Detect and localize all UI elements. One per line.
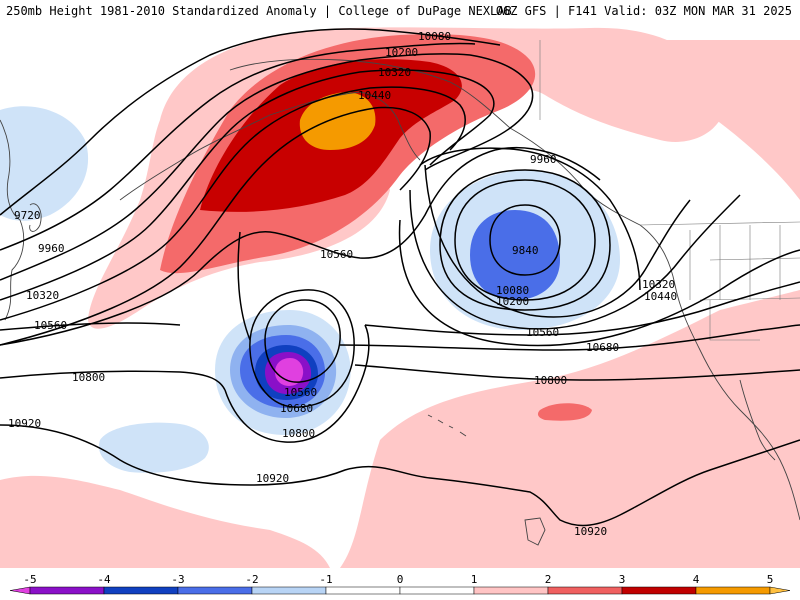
anomaly-pos2-blob [537, 403, 592, 421]
contour-label: 10080 [418, 30, 451, 43]
colorbar-segment [177, 586, 253, 595]
colorbar-arrow-left [9, 586, 31, 595]
anomaly-pos1-right [560, 40, 800, 200]
contour-label: 10560 [284, 386, 317, 399]
contour-9960-east [419, 147, 641, 291]
contour-label: 9960 [38, 242, 65, 255]
coastline-asia [0, 119, 42, 321]
colorbar-tick-labels: -5 -4 -3 -2 -1 0 1 2 3 4 5 [23, 573, 773, 586]
contour-label: 10320 [642, 278, 675, 291]
contour-10200-north [0, 69, 495, 301]
contour-10560-east [364, 281, 800, 336]
contour-label: 10920 [8, 417, 41, 430]
contour-label: 10680 [280, 402, 313, 415]
colorbar-segment [547, 586, 623, 595]
colorbar-tick-label: -4 [97, 573, 111, 586]
contour-label: 10560 [526, 326, 559, 339]
contour-label: 10920 [256, 472, 289, 485]
colorbar-tick-label: 0 [397, 573, 404, 586]
colorbar-segment [473, 586, 549, 595]
colorbar-segment [399, 586, 475, 595]
contour-label: 10800 [282, 427, 315, 440]
contour-9840 [489, 204, 561, 276]
contour-10680 [0, 322, 800, 351]
border-states [689, 225, 781, 341]
contour-label: 10560 [320, 248, 353, 261]
contour-label: 10200 [496, 295, 529, 308]
coastline-baja [739, 379, 776, 461]
map-title: 250mb Height 1981-2010 Standardized Anom… [6, 4, 512, 18]
colorbar-segment [621, 586, 697, 595]
contour-10920 [0, 424, 800, 527]
contour-label: 10440 [644, 290, 677, 303]
contour-low-10800 [224, 324, 370, 443]
contour-10080-ring [439, 169, 611, 311]
contour-10200-east [424, 164, 691, 318]
contour-label: 10560 [34, 319, 67, 332]
contour-label: 10320 [26, 289, 59, 302]
coastline-hawaii [427, 414, 467, 437]
colorbar-segments [9, 586, 791, 595]
contour-low-10560 [264, 299, 341, 383]
contour-label: 10200 [385, 46, 418, 59]
anomaly-map: 10080 10200 10320 10440 9960 9840 10080 … [0, 22, 800, 568]
run-info: 06Z GFS | F141 Valid: 03Z MON MAR 31 202… [495, 4, 792, 18]
coastline-na-west [584, 189, 800, 521]
contour-label: 10080 [496, 284, 529, 297]
contour-10080-north [0, 53, 534, 281]
title-bar: 250mb Height 1981-2010 Standardized Anom… [0, 0, 800, 22]
colorbar-arrow-right [769, 586, 791, 595]
contour-label: 10680 [586, 341, 619, 354]
anomaly-pos1-southeast [340, 290, 800, 568]
contour-9720 [0, 28, 501, 216]
colorbar-tick-label: -1 [319, 573, 332, 586]
colorbar-tick-label: 1 [471, 573, 478, 586]
contour-low-10680 [249, 289, 355, 408]
contour-9960-west [0, 42, 476, 251]
coastline-aleutians [119, 91, 421, 201]
anomaly-neg1-west [0, 106, 89, 221]
contour-label: 10440 [358, 89, 391, 102]
colorbar-segment [29, 586, 105, 595]
colorbar-segment [695, 586, 771, 595]
colorbar-tick-label: -5 [23, 573, 36, 586]
anomaly-neg6-low [275, 358, 304, 386]
colorbar-tick-label: 3 [619, 573, 626, 586]
contour-10800 [0, 364, 800, 391]
contour-label: 10800 [72, 371, 105, 384]
coastline-island [524, 517, 546, 546]
contour-10440-east [398, 219, 800, 347]
anomaly-pos1-sw-edge [0, 475, 330, 568]
colorbar-segment [251, 586, 327, 595]
anomaly-neg3-east [470, 210, 560, 300]
colorbar-tick-label: 5 [767, 573, 774, 586]
colorbar-segment [103, 586, 179, 595]
contour-label: 9840 [512, 244, 539, 257]
contour-label: 10320 [378, 66, 411, 79]
contour-10320-east [409, 189, 741, 330]
contour-10320-north [0, 86, 466, 321]
contour-10560-mid [0, 146, 601, 346]
anomaly-pos4-north [299, 92, 376, 150]
colorbar-tick-label: -3 [171, 573, 184, 586]
colorbar: -5 -4 -3 -2 -1 0 1 2 3 4 5 [0, 568, 800, 600]
contour-label: 10800 [534, 374, 567, 387]
contour-10440-north [0, 106, 431, 346]
contour-label: 9960 [530, 153, 557, 166]
colorbar-tick-label: -2 [245, 573, 258, 586]
colorbar-segment [325, 586, 401, 595]
anomaly-neg1-sw [98, 422, 209, 473]
colorbar-tick-label: 4 [693, 573, 700, 586]
contour-label: 9720 [14, 209, 41, 222]
contour-trough-10560 [237, 231, 251, 341]
colorbar-tick-label: 2 [545, 573, 552, 586]
contour-9960-ring [454, 179, 596, 301]
contour-label: 10920 [574, 525, 607, 538]
